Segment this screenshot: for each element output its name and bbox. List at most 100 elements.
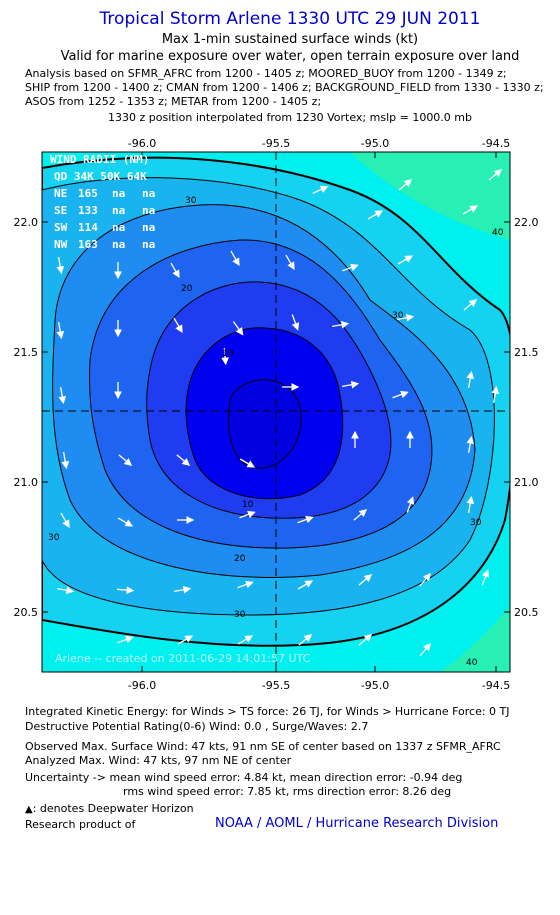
y-tick-left-3: 21.0 [14, 476, 39, 489]
wind-vector-arrow [342, 380, 360, 389]
x-tick-bottom-2: -95.5 [262, 679, 290, 692]
y-tick-right-1: 22.0 [514, 216, 539, 229]
contour-center-ring [228, 379, 302, 469]
wind-radii-row-ne-qd: NE [54, 187, 67, 200]
wind-radii-row-nw-50k: na [112, 238, 125, 251]
wind-vector-arrow [118, 454, 133, 466]
wind-vector-arrow [56, 322, 65, 340]
wind-vector-arrow [232, 321, 244, 336]
analysis-line-1: Analysis based on SFMR_AFRC from 1200 - … [25, 67, 507, 80]
wind-vector-arrow [466, 435, 475, 453]
analysis-line-3: ASOS from 1252 - 1353 z; METAR from 1200… [25, 95, 322, 108]
wind-vector-arrow [463, 299, 478, 311]
wind-vector-arrow [298, 634, 313, 646]
wind-radii-row-sw-34k: 114 [78, 221, 98, 234]
wind-vector-arrow [56, 257, 65, 275]
wind-vector-arrow [332, 320, 350, 329]
wind-vector-arrow [221, 347, 230, 366]
analysis-line-2: SHIP from 1200 - 1400 z; CMAN from 1200 … [25, 81, 544, 94]
wind-vector-arrow [117, 517, 134, 527]
wind-radii-header: QD 34K 50K 64K [54, 170, 147, 183]
wind-vector-arrow [367, 210, 384, 220]
x-tick-bottom-3: -95.0 [361, 679, 389, 692]
wind-vector-arrow [342, 263, 359, 272]
y-tick-right-4: 20.5 [514, 606, 539, 619]
wind-vector-arrow [466, 495, 475, 513]
wind-vector-arrow [353, 509, 368, 521]
contour-label: 10 [242, 500, 254, 510]
uncertainty-line-1: Uncertainty -> mean wind speed error: 4.… [25, 771, 463, 784]
x-tick-bottom-4: -94.5 [482, 679, 510, 692]
wind-vector-arrow [397, 313, 415, 322]
uncertainty-line-2: rms wind speed error: 7.85 kt, rms direc… [123, 785, 452, 798]
contour-fill-gt40-se [440, 605, 510, 672]
x-tick-bottom-1: -96.0 [128, 679, 156, 692]
subtitle-exposure: Valid for marine exposure over water, op… [60, 49, 520, 64]
wind-vector-arrow [488, 169, 503, 181]
wind-vector-arrow [406, 496, 415, 513]
wind-vector-arrow [239, 510, 256, 519]
contour-label: 30 [185, 196, 197, 206]
wind-vector-arrow [174, 585, 192, 594]
contour-label: 40 [466, 658, 478, 668]
dpr-line: Destructive Potential Rating(0-6) Wind: … [25, 720, 369, 733]
contour-label: 30 [48, 533, 60, 543]
wind-radii-row-se-34k: 133 [78, 204, 98, 217]
contour-label: 30 [392, 311, 404, 321]
y-tick-left-2: 21.5 [14, 346, 39, 359]
created-watermark: Arlene -- created on 2011-06-29 14:01:57… [55, 652, 311, 665]
axis-ticks [42, 152, 510, 672]
wind-radii-row-se-64k: na [142, 204, 155, 217]
wind-vector-arrow [230, 250, 240, 267]
observed-max-line: Observed Max. Surface Wind: 47 kts, 91 n… [25, 740, 501, 753]
wind-radii-row-sw-50k: na [112, 221, 125, 234]
contour-labels: 10 20 30 40 10 20 30 30 30 40 30 [48, 196, 504, 668]
wind-radii-row-se-qd: SE [54, 204, 67, 217]
wind-vector-arrow [358, 574, 373, 586]
wind-vector-arrow [312, 185, 329, 194]
contour-label: 20 [181, 284, 193, 294]
contour-label: 30 [234, 610, 246, 620]
wind-vector-arrow [419, 572, 431, 587]
wind-vector-arrow [392, 390, 409, 399]
ike-line: Integrated Kinetic Energy: for Winds > T… [25, 705, 510, 718]
wind-vector-arrow [466, 370, 475, 388]
wind-vector-arrow [237, 635, 254, 645]
wind-radii-row-sw-64k: na [142, 221, 155, 234]
wind-vector-arrow [398, 179, 413, 191]
contour-label: 20 [234, 554, 246, 564]
wind-vector-arrow [297, 580, 314, 590]
wind-radii-row-se-50k: na [112, 204, 125, 217]
wind-vector-arrow [177, 635, 194, 645]
wind-vector-arrow [397, 255, 414, 265]
wind-vector-arrow [117, 635, 134, 644]
noaa-aoml-hrd-link[interactable]: NOAA / AOML / Hurricane Research Divisio… [215, 816, 499, 831]
x-tick-top-1: -96.0 [128, 137, 156, 150]
wind-analysis-map: 10 20 30 40 10 20 30 30 30 40 30 -96.0 -95.5 -95.0… [14, 137, 539, 692]
x-tick-top-4: -94.5 [482, 137, 510, 150]
wind-vector-arrow [61, 452, 70, 470]
wind-vector-arrow [358, 634, 373, 646]
wind-vector-arrow [173, 317, 183, 334]
wind-radii-row-nw-64k: na [142, 238, 155, 251]
y-tick-right-3: 21.0 [514, 476, 539, 489]
wind-radii-row-ne-34k: 165 [78, 187, 98, 200]
subtitle-units: Max 1-min sustained surface winds (kt) [161, 32, 419, 47]
page-title: Tropical Storm Arlene 1330 UTC 29 JUN 20… [99, 9, 481, 29]
analyzed-max-line: Analyzed Max. Wind: 47 kts, 97 nm NE of … [25, 754, 292, 767]
y-tick-left-4: 20.5 [14, 606, 39, 619]
contour-label: 30 [470, 518, 482, 528]
wind-radii-row-ne-64k: na [142, 187, 155, 200]
wind-radii-row-nw-34k: 163 [78, 238, 98, 251]
wind-radii-title: WIND RADII (NM) [50, 153, 149, 166]
x-tick-top-3: -95.0 [361, 137, 389, 150]
wind-vector-arrow [285, 254, 295, 271]
y-tick-right-2: 21.5 [514, 346, 539, 359]
research-label: Research product of [25, 818, 136, 831]
y-tick-left-1: 22.0 [14, 216, 39, 229]
wind-vector-arrow [419, 642, 431, 657]
contour-label: 10 [222, 349, 234, 359]
wind-vector-field [56, 169, 503, 657]
wind-vector-arrow [481, 569, 490, 586]
contour-label: 40 [492, 228, 504, 238]
